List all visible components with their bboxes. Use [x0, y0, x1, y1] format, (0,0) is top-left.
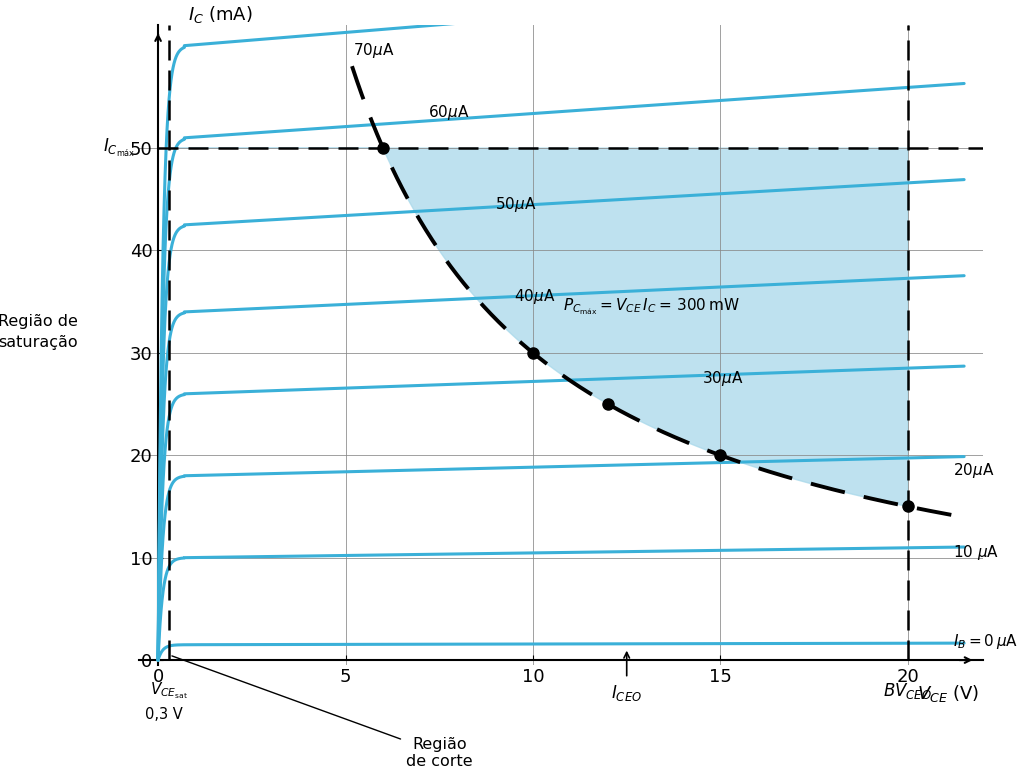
- Text: $P_{C_\mathrm{máx}}=V_{CE}\,I_C=\,300\,\mathrm{mW}$: $P_{C_\mathrm{máx}}=V_{CE}\,I_C=\,300\,\…: [563, 296, 739, 317]
- Text: 50$\mu$A: 50$\mu$A: [496, 195, 537, 214]
- Text: $I_{C_\mathrm{máx}}$: $I_{C_\mathrm{máx}}$: [103, 137, 135, 159]
- Text: 20$\mu$A: 20$\mu$A: [953, 461, 994, 480]
- Text: 60$\mu$A: 60$\mu$A: [428, 103, 469, 121]
- Text: $V_{CE}$ (V): $V_{CE}$ (V): [918, 683, 979, 703]
- Text: 10 $\mu$A: 10 $\mu$A: [953, 543, 999, 562]
- Text: $I_{CEO}$: $I_{CEO}$: [611, 683, 642, 703]
- Text: 40$\mu$A: 40$\mu$A: [514, 287, 556, 306]
- Text: $I_C$ (mA): $I_C$ (mA): [188, 4, 253, 25]
- Text: 70$\mu$A: 70$\mu$A: [353, 41, 394, 60]
- Text: Região
de corte: Região de corte: [172, 656, 472, 768]
- Text: 0,3 V: 0,3 V: [144, 707, 182, 722]
- Text: 30$\mu$A: 30$\mu$A: [701, 369, 743, 388]
- Text: $I_B = 0\,\mu$A: $I_B = 0\,\mu$A: [953, 632, 1018, 651]
- Text: $V_{CE_{\mathrm{sat}}}$: $V_{CE_{\mathrm{sat}}}$: [151, 680, 188, 701]
- Text: Região de
saturação: Região de saturação: [0, 314, 78, 350]
- Polygon shape: [169, 148, 908, 506]
- Text: $BV_{CEO}$: $BV_{CEO}$: [884, 680, 933, 700]
